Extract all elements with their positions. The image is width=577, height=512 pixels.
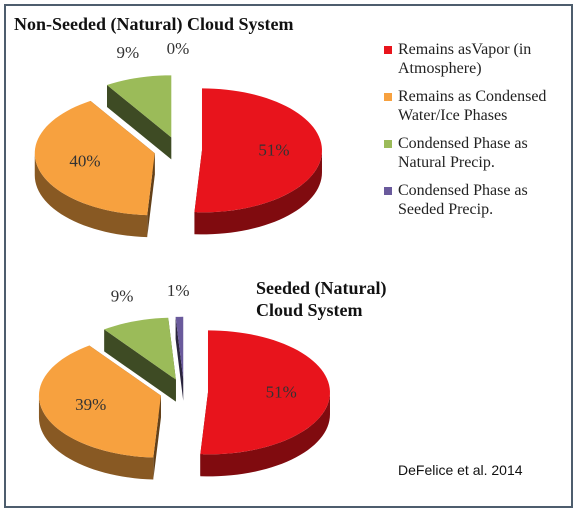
slice [194, 88, 322, 235]
slice-side [194, 150, 322, 235]
legend-item: Remains as Condensed Water/Ice Phases [384, 87, 574, 125]
value-label: 1% [167, 281, 190, 300]
value-label: 40% [69, 151, 100, 170]
slice-top [200, 330, 330, 455]
frame [4, 4, 573, 508]
slice-top [107, 75, 172, 138]
credit: DeFelice et al. 2014 [398, 462, 523, 478]
slice-top [104, 317, 176, 380]
value-label: 9% [111, 287, 134, 306]
slice [200, 330, 330, 477]
slice-top [34, 100, 155, 216]
legend-swatch [384, 46, 392, 54]
slice-side [38, 395, 154, 480]
slice [104, 317, 176, 402]
slice-top [175, 316, 184, 379]
slice-wall [104, 329, 176, 402]
slice [34, 100, 155, 238]
slice-wall [153, 395, 161, 480]
value-label: 51% [266, 382, 297, 401]
slice [175, 316, 184, 401]
chart-title: Non-Seeded (Natural) Cloud System [14, 14, 294, 34]
legend-swatch [384, 140, 392, 148]
legend-item: Remains asVapor (in Atmosphere) [384, 40, 574, 78]
value-label: 51% [258, 140, 289, 159]
slice-wall [147, 153, 155, 238]
value-label: 39% [75, 395, 106, 414]
legend-swatch [384, 93, 392, 101]
slice-wall [175, 316, 184, 401]
legend-item: Condensed Phase as Seeded Precip. [384, 181, 574, 219]
legend: Remains asVapor (in Atmosphere) Remains a… [384, 40, 574, 228]
slice [38, 345, 161, 480]
legend-swatch [384, 187, 392, 195]
slice-side [200, 392, 330, 477]
legend-label: Condensed Phase as Natural Precip. [398, 135, 528, 171]
slice-top [194, 88, 322, 213]
slice-top [38, 345, 161, 458]
slice-wall [107, 84, 172, 160]
legend-label: Remains asVapor (in Atmosphere) [398, 41, 532, 77]
value-label: 0% [167, 39, 190, 58]
chart-title: Seeded (Natural) Cloud System [256, 278, 387, 320]
value-label: 9% [116, 43, 139, 62]
legend-label: Condensed Phase as Seeded Precip. [398, 182, 528, 218]
legend-item: Condensed Phase as Natural Precip. [384, 134, 574, 172]
legend-label: Remains as Condensed Water/Ice Phases [398, 88, 547, 124]
slice [107, 75, 172, 160]
slice-side [34, 153, 148, 238]
